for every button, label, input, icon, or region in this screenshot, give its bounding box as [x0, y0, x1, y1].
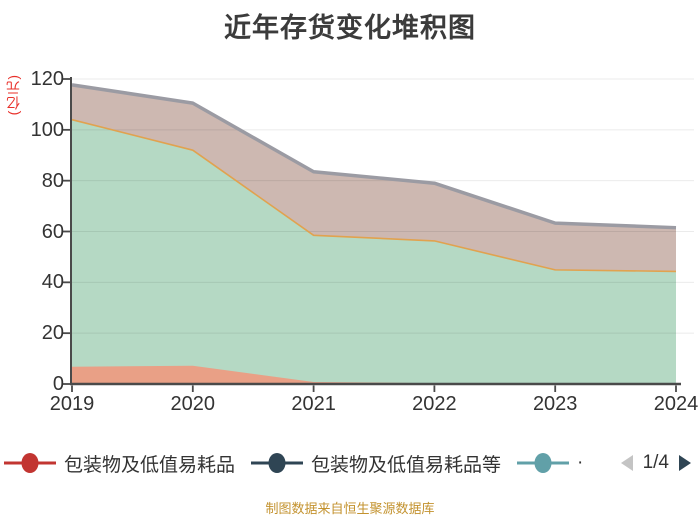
right-triangle: [679, 455, 691, 471]
line-middle-green-area: [71, 118, 677, 273]
source-caption: 制图数据来自恒生聚源数据库: [265, 501, 435, 516]
legend-prev-icon[interactable]: [620, 454, 634, 472]
legend-item[interactable]: ·: [517, 451, 583, 475]
x-axis-label: 2019: [49, 393, 95, 415]
legend-item-label: 包装物及低值易耗品等: [311, 454, 502, 476]
x-axis-label: 2022: [412, 393, 457, 415]
legend-item-label: ·: [577, 452, 584, 473]
legend-marker-icon: [251, 453, 304, 473]
y-axis-label: 60: [41, 220, 64, 243]
legend-marker-icon: [4, 453, 56, 473]
y-axis-label: 80: [41, 169, 64, 192]
legend-item[interactable]: 包装物及低值易耗品等: [251, 450, 501, 477]
legend-next-icon[interactable]: [678, 454, 692, 472]
y-axis-label: 40: [41, 271, 64, 294]
y-axis-label: 100: [30, 118, 64, 141]
stacked-area-plot: [63, 77, 694, 392]
area-bottom-red-area: [72, 365, 676, 384]
legend-pager-text: 1/4: [642, 452, 669, 473]
legend-marker-dot: [268, 453, 286, 473]
y-axis-label: 120: [30, 68, 64, 90]
x-axis-label: 2021: [291, 393, 336, 415]
legend-marker-icon: [517, 453, 570, 473]
legend-item-label: 包装物及低值易耗品: [64, 454, 236, 476]
chart-title: 近年存货变化堆积图: [224, 13, 476, 43]
y-axis-label: 20: [41, 322, 64, 345]
y-axis-label: 0: [52, 373, 64, 395]
x-axis-label: 2020: [170, 393, 216, 415]
legend-pager: 1/4: [620, 452, 700, 474]
legend-item[interactable]: 包装物及低值易耗品: [4, 450, 235, 477]
legend-marker-dot: [21, 453, 39, 473]
legend: 包装物及低值易耗品 包装物及低值易耗品等 · 1/4: [0, 448, 700, 478]
left-triangle: [620, 455, 633, 471]
x-axis-label: 2023: [532, 393, 578, 415]
area-middle-green-area: [72, 119, 676, 385]
x-axis-label: 2024: [653, 393, 699, 415]
legend-marker-dot: [534, 453, 552, 473]
line-top-tan-area: [71, 83, 677, 230]
